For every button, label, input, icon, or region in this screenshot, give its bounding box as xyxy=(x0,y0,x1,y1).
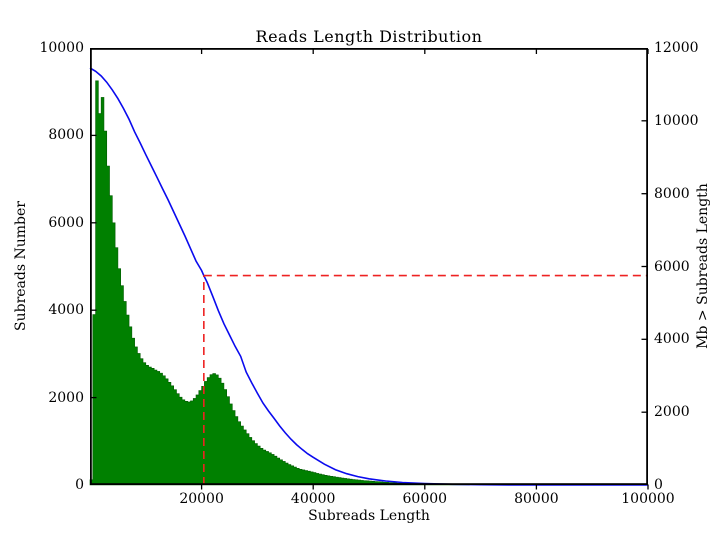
x-tick-label: 100000 xyxy=(621,491,675,507)
y-left-tick-label: 10000 xyxy=(39,40,84,56)
y-axis-label-left: Subreads Number xyxy=(13,201,29,331)
plot-area xyxy=(89,47,649,490)
x-tick-label: 60000 xyxy=(402,491,448,507)
y-right-tick-label: 12000 xyxy=(654,40,699,56)
y-right-tick-label: 10000 xyxy=(654,112,699,129)
x-tick-label: 80000 xyxy=(514,491,559,507)
y-right-tick-label: 8000 xyxy=(654,185,690,202)
y-left-tick-label: 4000 xyxy=(48,302,84,319)
cumulative-line xyxy=(89,67,648,486)
histogram-area xyxy=(89,80,470,486)
y-right-tick-label: 6000 xyxy=(654,258,690,275)
y-left-tick-label: 0 xyxy=(75,477,84,493)
y-left-tick-label: 2000 xyxy=(48,389,84,406)
x-axis-label: Subreads Length xyxy=(308,508,430,524)
x-tick-label: 40000 xyxy=(290,491,336,507)
y-left-tick-label: 8000 xyxy=(48,127,84,144)
chart-title: Reads Length Distribution xyxy=(255,27,483,46)
x-tick-label: 20000 xyxy=(179,491,224,507)
y-right-tick-label: 4000 xyxy=(654,331,690,348)
y-left-tick-label: 6000 xyxy=(48,214,84,231)
y-right-tick-label: 2000 xyxy=(654,404,690,421)
y-right-tick-label: 0 xyxy=(654,477,663,493)
plot-border xyxy=(89,47,649,486)
